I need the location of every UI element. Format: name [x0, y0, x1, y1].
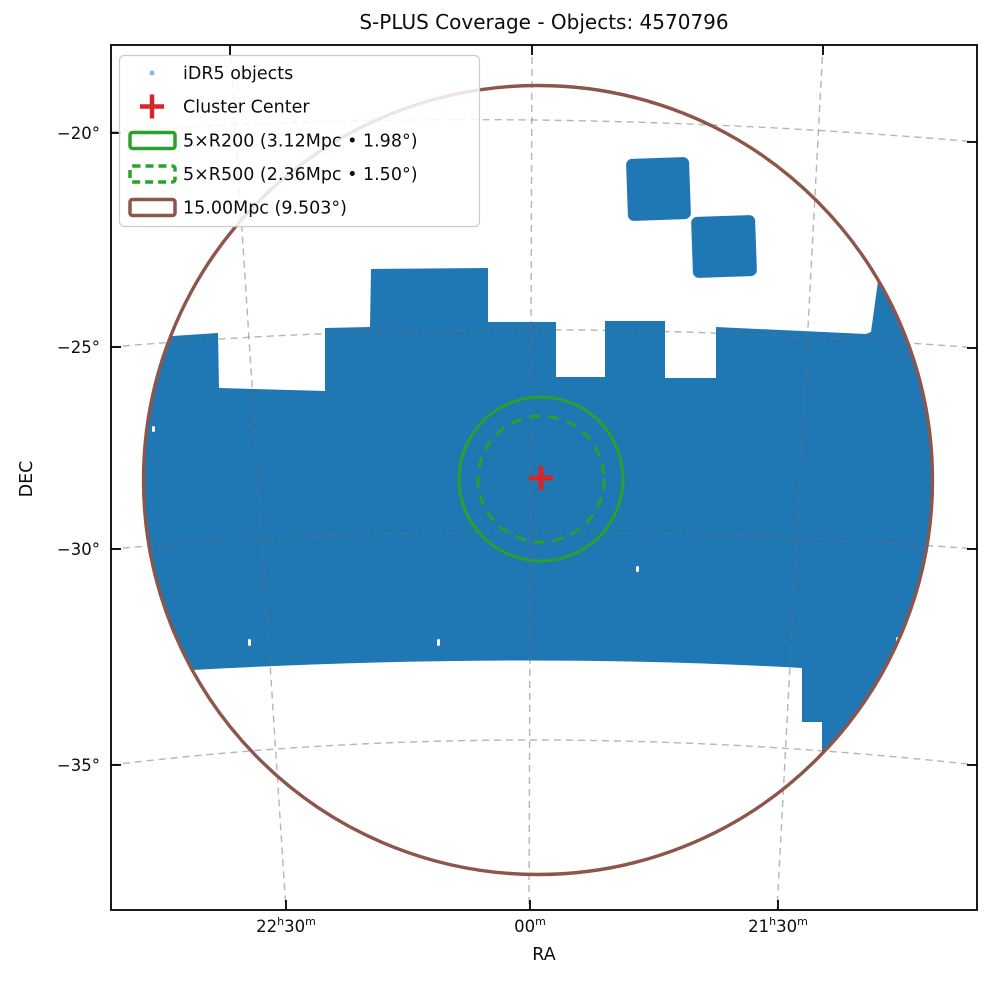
circle-5xR500	[476, 414, 606, 544]
legend-marker-scatter-dot-icon	[149, 70, 155, 76]
x-tick-00m: 00m	[514, 915, 546, 936]
legend-label-r500: 5×R500 (2.36Mpc • 1.50°)	[183, 165, 418, 185]
legend-marker-15mpc-icon	[128, 197, 177, 218]
legend-labels: iDR5 objects Cluster Center 5×R200 (3.12…	[183, 64, 418, 219]
y-tick-m25: −25°	[57, 338, 100, 357]
coverage-tile-detached-1	[626, 157, 691, 221]
plot-title: S-PLUS Coverage - Objects: 4570796	[359, 10, 728, 34]
axes-frame	[110, 44, 978, 911]
cluster-center-marker	[529, 466, 553, 490]
coverage-footprint-region	[144, 268, 932, 753]
grid-dec-line-m25	[110, 329, 978, 349]
x-tick-21h30m: 21h30m	[748, 915, 808, 936]
x-tick-22h30m: 22h30m	[256, 915, 316, 936]
legend-label-15mpc: 15.00Mpc (9.503°)	[183, 199, 347, 219]
grid-dec-line-m35	[110, 739, 978, 766]
legend-label-r200: 5×R200 (3.12Mpc • 1.98°)	[183, 132, 418, 152]
legend-box	[118, 54, 481, 228]
y-tick-m20: −20°	[57, 124, 100, 143]
graticule-grid	[110, 44, 978, 911]
x-tick-labels: 22h30m 00m 21h30m	[256, 915, 808, 936]
circle-15mpc	[141, 83, 935, 877]
axis-ticks	[111, 45, 977, 910]
coverage-gap-flecks	[152, 426, 899, 646]
y-tick-labels: −20° −25° −30° −35°	[57, 124, 100, 775]
grid-ra-line-21h30m	[776, 44, 824, 911]
legend-marker-r500-icon	[128, 164, 177, 184]
legend-marker-r200-icon	[128, 130, 177, 151]
legend-marker-plus-icon	[140, 94, 164, 119]
y-tick-m30: −30°	[57, 540, 100, 559]
y-tick-m35: −35°	[57, 756, 100, 775]
legend-label-center: Cluster Center	[183, 98, 310, 118]
coverage-tile-detached-2	[691, 215, 757, 278]
legend-label-idr5: iDR5 objects	[183, 64, 293, 84]
grid-dec-line-m30	[110, 531, 978, 550]
circle-5xR200	[457, 395, 625, 563]
y-axis-label: DEC	[17, 461, 37, 498]
legend: iDR5 objects Cluster Center 5×R200 (3.12…	[118, 54, 481, 228]
x-axis-label: RA	[532, 945, 555, 965]
frame-rect	[110, 44, 978, 911]
coverage-footprint-layer	[144, 157, 932, 753]
